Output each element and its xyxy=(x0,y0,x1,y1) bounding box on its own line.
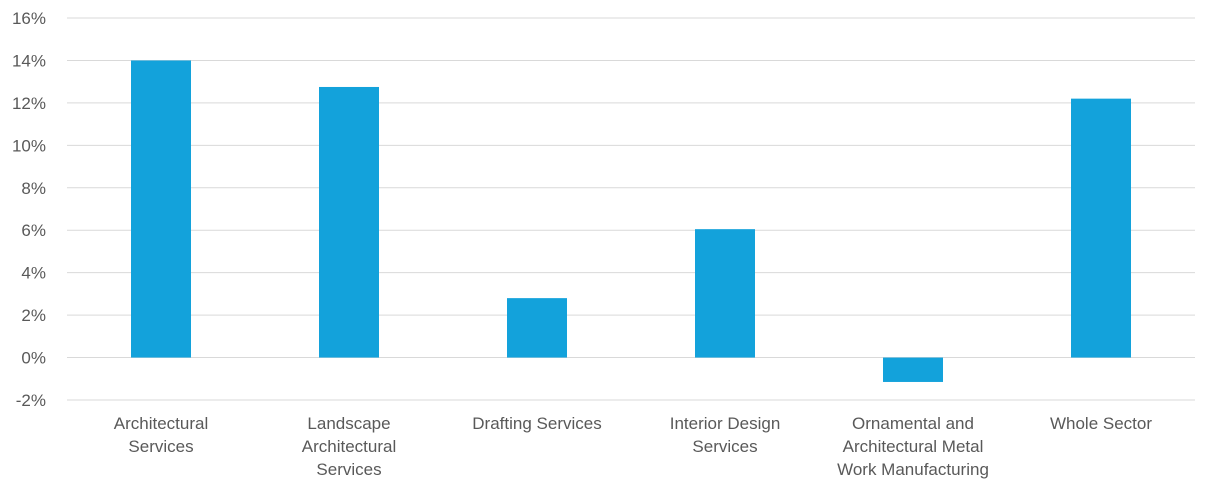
y-tick-label: 4% xyxy=(21,264,46,283)
x-category-label-line: Work Manufacturing xyxy=(837,460,989,479)
y-axis-tick-labels: -2% 0% 2% 4% 6% 8% 10% 12% 14% 16% xyxy=(12,9,46,410)
y-tick-label: 6% xyxy=(21,221,46,240)
x-category-label-line: Architectural xyxy=(302,437,396,456)
bar xyxy=(131,60,191,358)
bar xyxy=(695,229,755,358)
x-category-label-line: Whole Sector xyxy=(1050,414,1152,433)
x-category-label-line: Services xyxy=(128,437,193,456)
x-category-label: Landscape Architectural Services xyxy=(302,414,396,479)
y-tick-label: 8% xyxy=(21,179,46,198)
x-category-label-line: Architectural Metal xyxy=(843,437,984,456)
x-category-label-line: Architectural xyxy=(114,414,208,433)
x-axis-category-labels: Architectural Services Landscape Architectu… xyxy=(114,414,1153,479)
bar xyxy=(319,86,379,358)
x-category-label-line: Services xyxy=(316,460,381,479)
bars xyxy=(131,60,1131,382)
gridlines xyxy=(67,17,1195,401)
y-tick-label: -2% xyxy=(16,391,46,410)
y-tick-label: 14% xyxy=(12,51,46,70)
x-category-label: Drafting Services xyxy=(472,414,601,433)
y-tick-label: 12% xyxy=(12,94,46,113)
x-category-label: Ornamental and Architectural Metal Work Ma… xyxy=(837,414,989,479)
y-tick-label: 0% xyxy=(21,349,46,368)
y-tick-label: 10% xyxy=(12,136,46,155)
x-category-label: Architectural Services xyxy=(114,414,208,456)
bar xyxy=(883,357,943,382)
x-category-label-line: Drafting Services xyxy=(472,414,601,433)
x-category-label-line: Interior Design xyxy=(670,414,781,433)
y-tick-label: 16% xyxy=(12,9,46,28)
x-category-label-line: Services xyxy=(692,437,757,456)
x-category-label: Interior Design Services xyxy=(670,414,781,456)
x-category-label-line: Landscape xyxy=(307,414,390,433)
y-tick-label: 2% xyxy=(21,306,46,325)
bar xyxy=(507,298,567,358)
x-category-label: Whole Sector xyxy=(1050,414,1152,433)
bar xyxy=(1071,98,1131,358)
x-category-label-line: Ornamental and xyxy=(852,414,974,433)
